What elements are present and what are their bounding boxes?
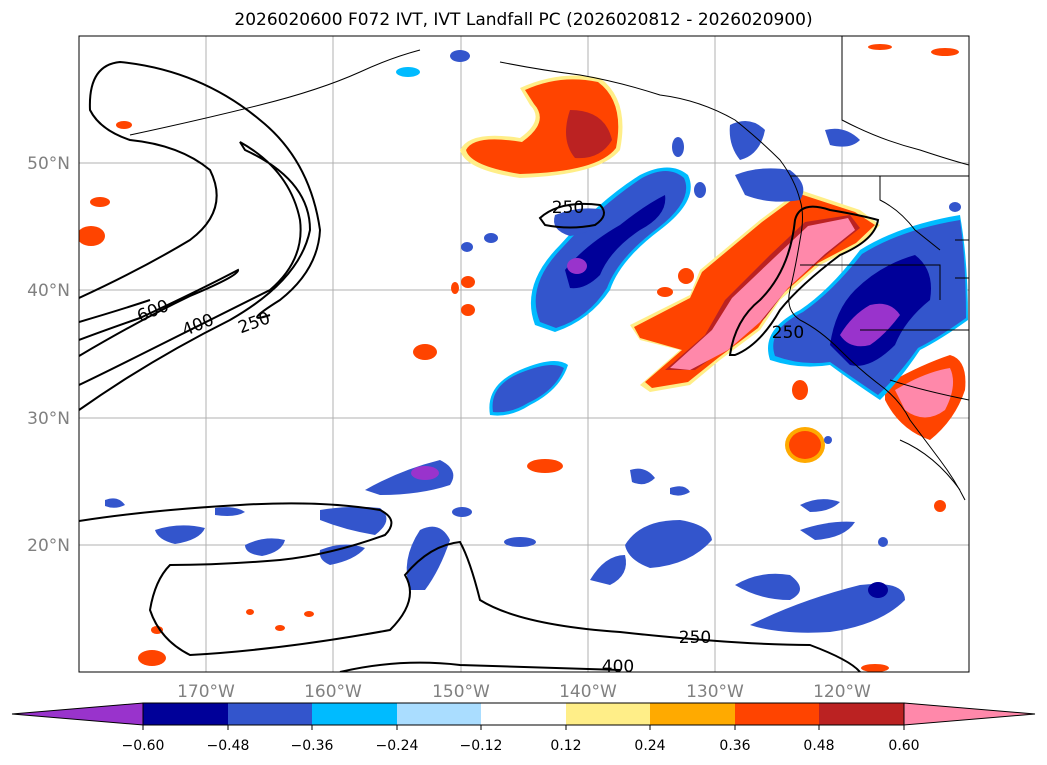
colorbar-tick-label: 0.36 [719, 738, 750, 754]
latitude-labels: 50°N 40°N 30°N 20°N [27, 154, 70, 556]
lon-label: 130°W [686, 682, 744, 702]
contour-label: 400 [179, 310, 217, 341]
colorbar: −0.60 −0.48 −0.36 −0.24 −0.12 0.12 0.24 … [11, 702, 1036, 754]
contour-label: 600 [134, 296, 172, 327]
coastlines [129, 36, 969, 501]
colorbar-tick-label: −0.12 [460, 738, 503, 754]
colorbar-tick-label: −0.36 [291, 738, 334, 754]
colorbar-segment [566, 703, 650, 725]
ivt-contours [79, 60, 880, 672]
map-frame [78, 35, 970, 673]
colorbar-segment [312, 703, 397, 725]
map-area [79, 36, 969, 672]
positive-anomaly-fill [79, 44, 966, 672]
lat-label: 20°N [27, 536, 70, 556]
lon-label: 150°W [432, 682, 490, 702]
colorbar-tick-label: −0.48 [207, 738, 250, 754]
colorbar-tick-label: 0.24 [634, 738, 665, 754]
lat-label: 50°N [27, 154, 70, 174]
negative-anomaly-fill [105, 50, 968, 633]
colorbar-segment [735, 703, 819, 725]
contour-label: 250 [552, 198, 584, 218]
colorbar-tick-label: −0.24 [376, 738, 419, 754]
colorbar-tick-label: 0.12 [550, 738, 581, 754]
contour-label: 250 [772, 323, 804, 343]
lat-label: 40°N [27, 281, 70, 301]
contour-label: 400 [602, 657, 634, 677]
plot-title: 2026020600 F072 IVT, IVT Landfall PC (20… [234, 10, 813, 30]
longitude-labels: 170°W 160°W 150°W 140°W 130°W 120°W [177, 682, 871, 702]
colorbar-segment [228, 703, 312, 725]
contour-label: 250 [679, 628, 711, 648]
lat-label: 30°N [27, 409, 70, 429]
lon-label: 160°W [304, 682, 362, 702]
colorbar-extend-left [11, 702, 144, 726]
colorbar-tick-label: −0.60 [122, 738, 165, 754]
colorbar-segment [650, 703, 735, 725]
colorbar-tick-label: 0.48 [803, 738, 834, 754]
colorbar-extend-right [903, 702, 1036, 726]
colorbar-segment [481, 703, 566, 725]
colorbar-segment [397, 703, 481, 725]
colorbar-segment [143, 703, 228, 725]
colorbar-tick-label: 0.60 [888, 738, 919, 754]
colorbar-segment [819, 703, 904, 725]
lon-label: 120°W [813, 682, 871, 702]
lon-label: 170°W [177, 682, 235, 702]
lon-label: 140°W [559, 682, 617, 702]
